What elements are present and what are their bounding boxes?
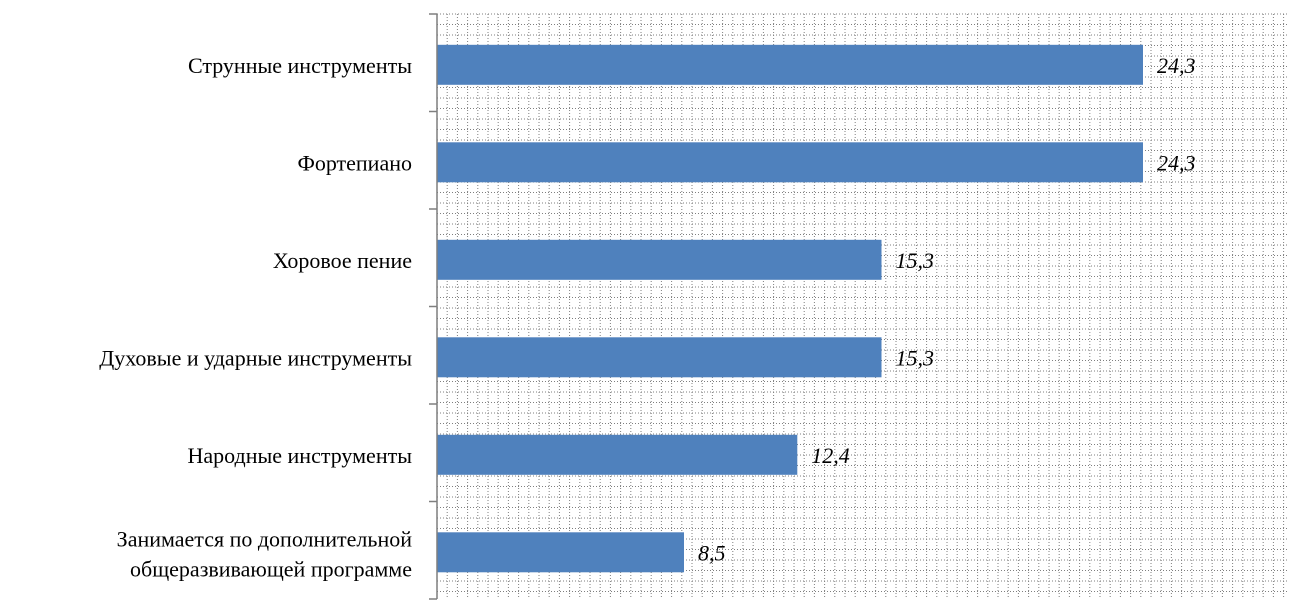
category-label: Фортепиано bbox=[297, 150, 412, 175]
bar bbox=[437, 142, 1143, 183]
category-label: Струнные инструменты bbox=[188, 53, 412, 78]
category-labels: Струнные инструменты Фортепиано Хоровое пе… bbox=[99, 53, 413, 581]
bar bbox=[437, 434, 798, 475]
data-label: 24,3 bbox=[1157, 53, 1196, 78]
bar bbox=[437, 44, 1143, 85]
data-label: 15,3 bbox=[896, 248, 935, 273]
data-label: 8,5 bbox=[698, 540, 726, 565]
category-label: Хоровое пение bbox=[273, 248, 412, 273]
grid bbox=[437, 13, 1288, 599]
data-label: 24,3 bbox=[1157, 150, 1196, 175]
bar bbox=[437, 239, 882, 280]
value-labels: 24,3 24,3 15,3 15,3 12,4 8,5 bbox=[698, 53, 1196, 565]
category-label: Духовые и ударные инструменты bbox=[99, 345, 412, 370]
data-label: 15,3 bbox=[896, 345, 935, 370]
data-label: 12,4 bbox=[811, 443, 850, 468]
category-label: Занимается по дополнительной общеразвиваю… bbox=[117, 526, 413, 581]
category-label: Народные инструменты bbox=[187, 443, 412, 468]
bar bbox=[437, 337, 882, 378]
bar bbox=[437, 532, 684, 573]
y-axis bbox=[429, 13, 438, 600]
bars bbox=[437, 44, 1143, 573]
